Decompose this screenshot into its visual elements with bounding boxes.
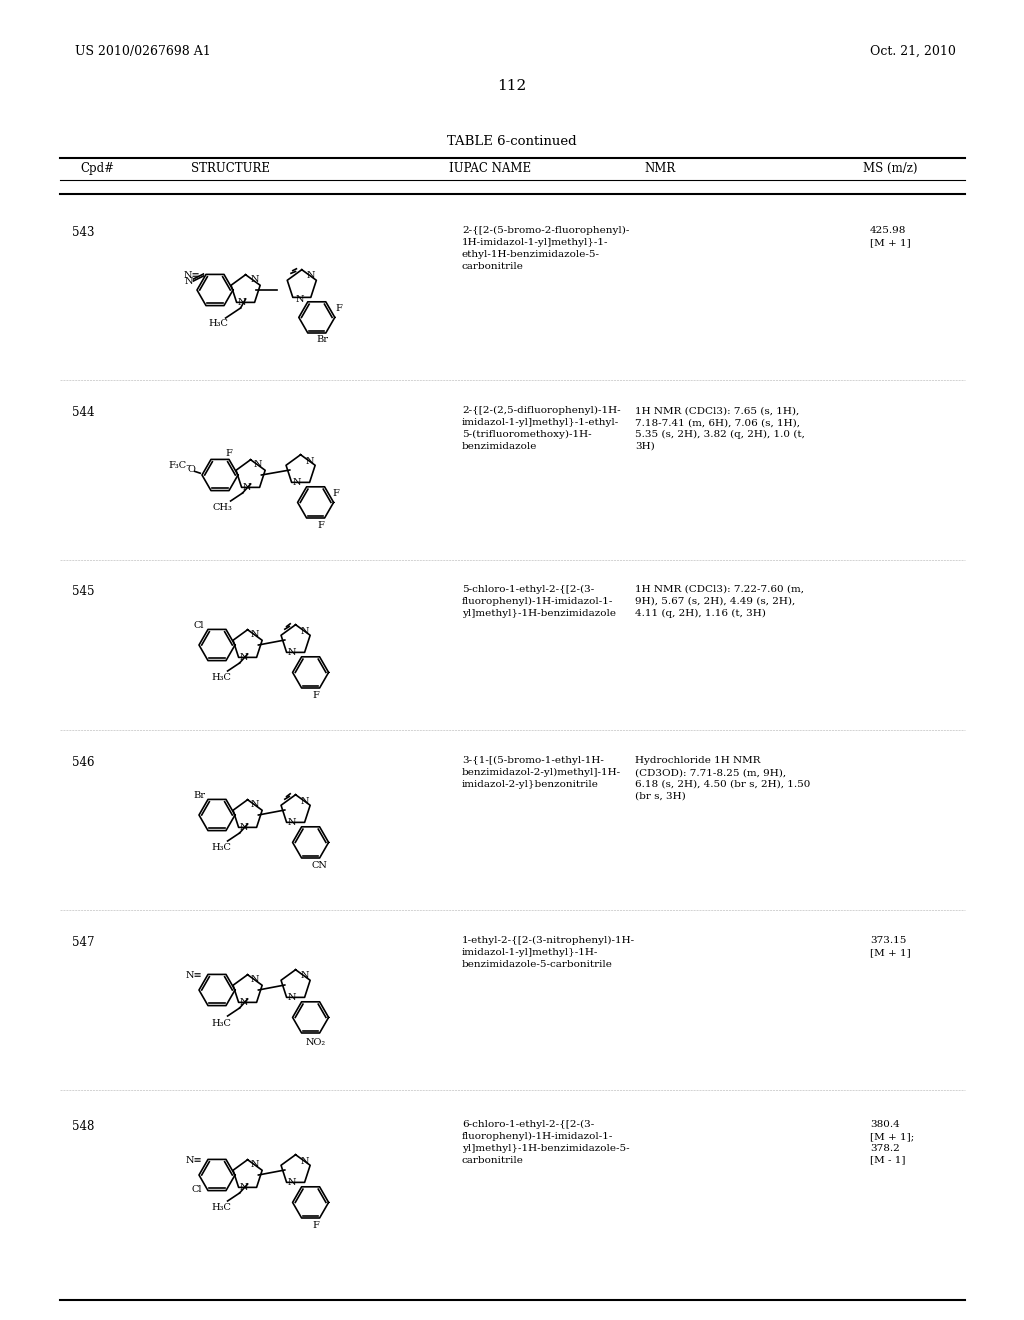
Text: N: N bbox=[251, 630, 259, 639]
Text: Br: Br bbox=[193, 791, 205, 800]
Text: 2-{[2-(2,5-difluorophenyl)-1H-
imidazol-1-yl]methyl}-1-ethyl-
5-(trifluoromethox: 2-{[2-(2,5-difluorophenyl)-1H- imidazol-… bbox=[462, 407, 621, 451]
Text: N: N bbox=[240, 653, 248, 663]
Text: N: N bbox=[240, 998, 248, 1007]
Text: 112: 112 bbox=[498, 79, 526, 92]
Text: 548: 548 bbox=[72, 1119, 94, 1133]
Text: MS (m/z): MS (m/z) bbox=[863, 162, 918, 176]
Text: N≡: N≡ bbox=[183, 271, 200, 280]
Text: N: N bbox=[240, 824, 248, 832]
Text: N: N bbox=[254, 459, 262, 469]
Text: 380.4
[M + 1];
378.2
[M - 1]: 380.4 [M + 1]; 378.2 [M - 1] bbox=[870, 1119, 914, 1164]
Text: Oct. 21, 2010: Oct. 21, 2010 bbox=[870, 45, 955, 58]
Text: 547: 547 bbox=[72, 936, 94, 949]
Text: Cl: Cl bbox=[194, 620, 204, 630]
Text: H₃C: H₃C bbox=[209, 318, 228, 327]
Text: NMR: NMR bbox=[644, 162, 676, 176]
Text: Cpd#: Cpd# bbox=[80, 162, 114, 176]
Text: N: N bbox=[240, 1183, 248, 1192]
Text: N: N bbox=[238, 298, 246, 308]
Text: N≡: N≡ bbox=[185, 972, 202, 979]
Text: F: F bbox=[225, 449, 232, 458]
Text: 5-chloro-1-ethyl-2-{[2-(3-
fluorophenyl)-1H-imidazol-1-
yl]methyl}-1H-benzimidaz: 5-chloro-1-ethyl-2-{[2-(3- fluorophenyl)… bbox=[462, 585, 616, 618]
Text: N: N bbox=[288, 818, 296, 828]
Text: N: N bbox=[305, 457, 313, 466]
Text: 543: 543 bbox=[72, 226, 94, 239]
Text: H₃C: H₃C bbox=[212, 843, 231, 853]
Text: N: N bbox=[250, 275, 259, 284]
Text: TABLE 6-continued: TABLE 6-continued bbox=[447, 135, 577, 148]
Text: CN: CN bbox=[311, 861, 328, 870]
Text: N: N bbox=[243, 483, 251, 492]
Text: F: F bbox=[335, 304, 342, 313]
Text: Br: Br bbox=[316, 334, 329, 343]
Text: 3-{1-[(5-bromo-1-ethyl-1H-
benzimidazol-2-yl)methyl]-1H-
imidazol-2-yl}benzonitr: 3-{1-[(5-bromo-1-ethyl-1H- benzimidazol-… bbox=[462, 756, 622, 789]
Text: 425.98
[M + 1]: 425.98 [M + 1] bbox=[870, 226, 910, 247]
Text: 546: 546 bbox=[72, 756, 94, 770]
Text: 1H NMR (CDCl3): 7.22-7.60 (m,
9H), 5.67 (s, 2H), 4.49 (s, 2H),
4.11 (q, 2H), 1.1: 1H NMR (CDCl3): 7.22-7.60 (m, 9H), 5.67 … bbox=[635, 585, 804, 618]
Text: N: N bbox=[300, 796, 309, 805]
Text: N: N bbox=[184, 276, 193, 285]
Text: H₃C: H₃C bbox=[212, 1204, 231, 1213]
Text: NO₂: NO₂ bbox=[306, 1038, 326, 1047]
Text: N≡: N≡ bbox=[185, 1156, 202, 1166]
Text: N: N bbox=[288, 1177, 296, 1187]
Text: 1-ethyl-2-{[2-(3-nitrophenyl)-1H-
imidazol-1-yl]methyl}-1H-
benzimidazole-5-carb: 1-ethyl-2-{[2-(3-nitrophenyl)-1H- imidaz… bbox=[462, 936, 635, 969]
Text: 1H NMR (CDCl3): 7.65 (s, 1H),
7.18-7.41 (m, 6H), 7.06 (s, 1H),
5.35 (s, 2H), 3.8: 1H NMR (CDCl3): 7.65 (s, 1H), 7.18-7.41 … bbox=[635, 407, 805, 451]
Text: N: N bbox=[293, 478, 301, 487]
Text: N: N bbox=[300, 627, 309, 635]
Text: Cl: Cl bbox=[191, 1185, 203, 1193]
Text: N: N bbox=[296, 294, 304, 304]
Text: F: F bbox=[317, 521, 325, 531]
Text: N: N bbox=[306, 272, 315, 281]
Text: F: F bbox=[312, 692, 319, 701]
Text: 6-chloro-1-ethyl-2-{[2-(3-
fluorophenyl)-1H-imidazol-1-
yl]methyl}-1H-benzimidaz: 6-chloro-1-ethyl-2-{[2-(3- fluorophenyl)… bbox=[462, 1119, 630, 1164]
Text: N: N bbox=[251, 1160, 259, 1168]
Text: IUPAC NAME: IUPAC NAME bbox=[449, 162, 531, 176]
Text: H₃C: H₃C bbox=[212, 673, 231, 682]
Text: CH₃: CH₃ bbox=[213, 503, 232, 512]
Text: 545: 545 bbox=[72, 585, 94, 598]
Text: 2-{[2-(5-bromo-2-fluorophenyl)-
1H-imidazol-1-yl]methyl}-1-
ethyl-1H-benzimidazo: 2-{[2-(5-bromo-2-fluorophenyl)- 1H-imida… bbox=[462, 226, 630, 271]
Text: 373.15
[M + 1]: 373.15 [M + 1] bbox=[870, 936, 910, 957]
Text: H₃C: H₃C bbox=[212, 1019, 231, 1027]
Text: 544: 544 bbox=[72, 407, 94, 420]
Text: F₃C–: F₃C– bbox=[169, 462, 191, 470]
Text: N: N bbox=[251, 974, 259, 983]
Text: STRUCTURE: STRUCTURE bbox=[190, 162, 269, 176]
Text: F: F bbox=[332, 488, 339, 498]
Text: N: N bbox=[251, 800, 259, 809]
Text: N: N bbox=[300, 972, 309, 981]
Text: O: O bbox=[187, 465, 196, 474]
Text: F: F bbox=[312, 1221, 319, 1230]
Text: N: N bbox=[300, 1156, 309, 1166]
Text: N: N bbox=[288, 993, 296, 1002]
Text: US 2010/0267698 A1: US 2010/0267698 A1 bbox=[75, 45, 211, 58]
Text: Hydrochloride 1H NMR
(CD3OD): 7.71-8.25 (m, 9H),
6.18 (s, 2H), 4.50 (br s, 2H), : Hydrochloride 1H NMR (CD3OD): 7.71-8.25 … bbox=[635, 756, 810, 801]
Text: N: N bbox=[288, 648, 296, 657]
